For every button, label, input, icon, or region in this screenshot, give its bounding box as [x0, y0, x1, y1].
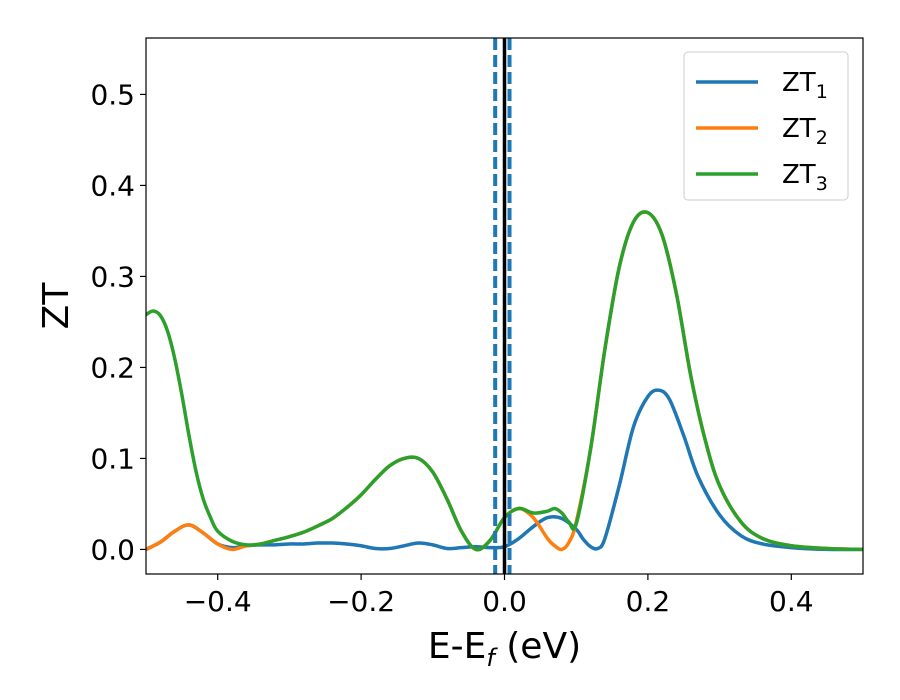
x-axis-label-units: (eV) [495, 626, 581, 667]
x-tick-label: −0.4 [184, 585, 252, 618]
legend-items: ZT1 ZT2 ZT3 [696, 68, 828, 195]
y-tick-label: 0.0 [90, 533, 135, 566]
y-tick-label: 0.4 [90, 169, 135, 202]
series-line-zt3 [146, 210, 863, 552]
x-tick-label: −0.2 [327, 585, 395, 618]
x-axis-label-main: E-E [428, 626, 486, 667]
legend-label-zt3: ZT3 [782, 160, 828, 195]
y-tick-label: 0.5 [90, 78, 135, 111]
vline-layer [493, 38, 512, 574]
x-tick-label: 0.0 [482, 585, 527, 618]
y-tick-label: 0.3 [90, 260, 135, 293]
y-tick-label: 0.1 [90, 442, 135, 475]
x-tick-label: 0.4 [769, 585, 814, 618]
y-axis-label: ZT [36, 282, 77, 330]
legend-label-zt1: ZT1 [782, 68, 828, 103]
x-axis-label: E-Ef (eV) [428, 626, 581, 672]
series-layer [146, 210, 863, 552]
y-tick-label: 0.2 [90, 351, 135, 384]
x-axis-ticks: −0.4 −0.2 0.0 0.2 0.4 [184, 574, 814, 618]
x-tick-label: 0.2 [626, 585, 671, 618]
legend-label-zt2: ZT2 [782, 114, 828, 149]
legend: ZT1 ZT2 ZT3 [683, 51, 849, 201]
y-axis-ticks: 0.0 0.1 0.2 0.3 0.4 0.5 [90, 78, 146, 566]
legend-box [683, 51, 849, 201]
